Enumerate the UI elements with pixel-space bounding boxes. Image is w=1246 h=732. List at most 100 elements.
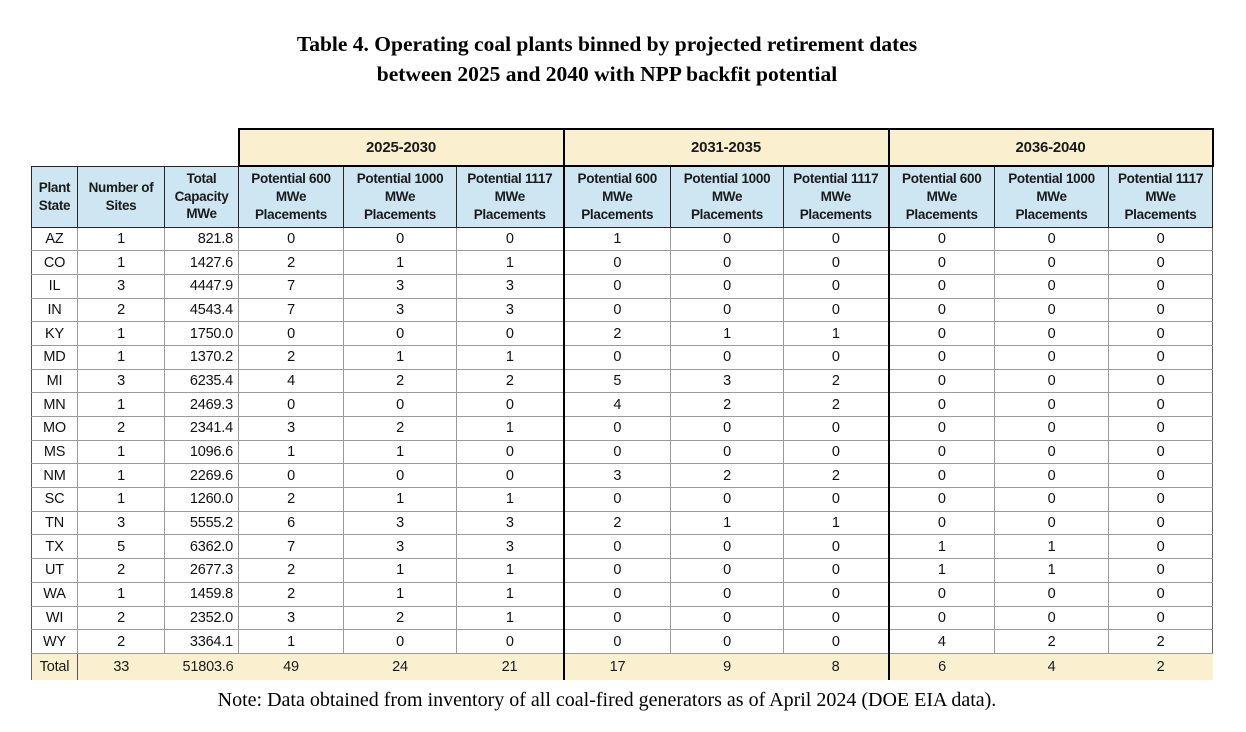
cell-value: 0 [887,273,995,299]
cell-value: 3 [77,368,165,394]
cell-value: 6 [238,510,344,536]
cell-value: 2 [670,463,784,489]
cell-value: 1 [887,558,995,583]
cell-value: 4543.4 [164,297,239,323]
cell-value: 1750.0 [164,321,239,346]
col-header-plant-state: Plant State [31,165,78,228]
table-row: SC 1 1260.0 2 1 1 0 0 0 0 0 0 [31,487,1213,512]
cell-value: 0 [887,392,995,417]
cell-state: KY [31,321,78,346]
table-row: IL 3 4447.9 7 3 3 0 0 0 0 0 0 [31,273,1213,299]
cell-value: 2 [456,368,564,394]
cell-state: MD [31,344,78,370]
cell-value: 7 [238,273,344,299]
cell-value: 1 [77,344,165,370]
cell-value: 0 [994,321,1109,346]
cell-value: 0 [238,392,344,417]
cell-value: 1 [456,581,564,607]
total-cell-value: 21 [456,652,564,681]
cell-value: 5 [77,534,165,560]
cell-value: 3 [562,463,671,489]
cell-value: 0 [1108,250,1213,275]
cell-value: 2269.6 [164,463,239,489]
cell-value: 0 [670,416,784,441]
cell-value: 0 [670,250,784,275]
group-header-2031-2035: 2031-2035 [562,128,890,167]
cell-state: WA [31,581,78,607]
total-row: Total 33 51803.6 49 24 21 17 9 8 6 4 2 [31,652,1213,681]
cell-value: 0 [783,250,889,275]
cell-value: 2 [343,368,457,394]
cell-value: 2 [783,463,889,489]
cell-state: UT [31,558,78,583]
cell-value: 2 [77,416,165,441]
cell-value: 0 [456,463,564,489]
cell-value: 4447.9 [164,273,239,299]
cell-value: 0 [783,558,889,583]
cell-value: 0 [783,581,889,607]
cell-value: 0 [994,439,1109,465]
cell-value: 1 [77,463,165,489]
cell-value: 0 [343,226,457,252]
cell-value: 1 [238,629,344,654]
cell-value: 1 [343,250,457,275]
cell-value: 0 [783,416,889,441]
cell-value: 0 [887,510,995,536]
cell-value: 0 [994,344,1109,370]
col-header-1117-2025: Potential 1117 MWe Placements [456,165,564,228]
col-header-600-2036: Potential 600 MWe Placements [887,165,995,228]
col-header-600-2025: Potential 600 MWe Placements [238,165,344,228]
col-header-1000-2031: Potential 1000 MWe Placements [670,165,784,228]
col-header-1000-2025: Potential 1000 MWe Placements [343,165,457,228]
cell-value: 6235.4 [164,368,239,394]
cell-value: 0 [994,368,1109,394]
cell-value: 0 [994,226,1109,252]
cell-value: 0 [670,581,784,607]
cell-value: 0 [783,297,889,323]
table-row: MO 2 2341.4 3 2 1 0 0 0 0 0 0 [31,416,1213,441]
cell-value: 0 [562,629,671,654]
spacer-cell [31,129,239,166]
cell-value: 0 [887,368,995,394]
cell-state: CO [31,250,78,275]
cell-value: 1 [77,392,165,417]
cell-state: TX [31,534,78,560]
cell-value: 1 [343,344,457,370]
cell-value: 0 [562,605,671,631]
cell-value: 0 [887,605,995,631]
table-row: WY 2 3364.1 1 0 0 0 0 0 4 2 2 [31,629,1213,654]
cell-value: 821.8 [164,226,239,252]
cell-value: 0 [887,344,995,370]
cell-value: 0 [238,463,344,489]
cell-value: 0 [783,226,889,252]
cell-value: 6362.0 [164,534,239,560]
cell-value: 2 [783,368,889,394]
cell-value: 0 [562,581,671,607]
cell-value: 2 [343,605,457,631]
cell-value: 2 [77,629,165,654]
cell-value: 1 [670,510,784,536]
cell-state: MN [31,392,78,417]
cell-value: 0 [1108,297,1213,323]
cell-value: 0 [562,558,671,583]
table-row: AZ 1 821.8 0 0 0 1 0 0 0 0 0 [31,226,1213,252]
cell-value: 0 [994,605,1109,631]
total-cell-value: 6 [887,652,995,681]
cell-value: 0 [343,321,457,346]
cell-value: 3 [238,605,344,631]
coal-plants-table-wrap: 2025-2030 2031-2035 2036-2040 Plant Stat… [31,128,1214,681]
cell-value: 3 [343,510,457,536]
total-cell-value: 24 [343,652,457,681]
cell-state: SC [31,487,78,512]
table-row: TN 3 5555.2 6 3 3 2 1 1 0 0 0 [31,510,1213,536]
cell-value: 0 [783,487,889,512]
cell-value: 1 [562,226,671,252]
table-foot: Total 33 51803.6 49 24 21 17 9 8 6 4 2 [31,652,1213,681]
table-row: MS 1 1096.6 1 1 0 0 0 0 0 0 0 [31,439,1213,465]
total-cell-value: 49 [238,652,344,681]
cell-value: 0 [887,581,995,607]
cell-value: 1 [670,321,784,346]
table-row: MD 1 1370.2 2 1 1 0 0 0 0 0 0 [31,344,1213,370]
cell-value: 1459.8 [164,581,239,607]
cell-value: 0 [887,439,995,465]
